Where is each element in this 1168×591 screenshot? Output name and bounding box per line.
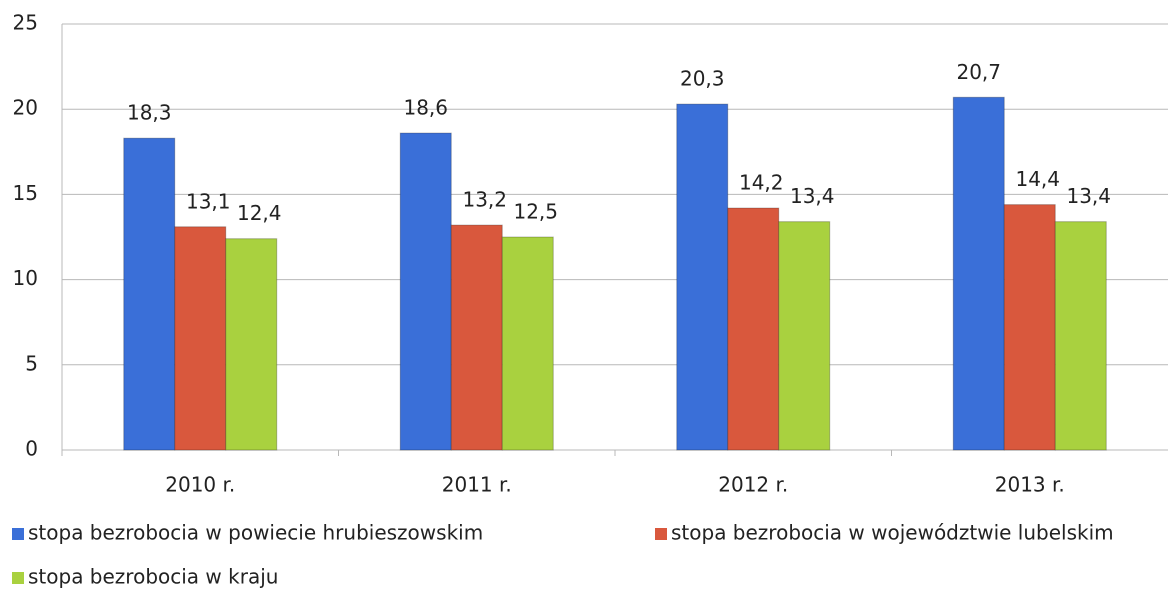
data-label: 18,3 bbox=[127, 101, 172, 125]
y-tick-label: 20 bbox=[13, 96, 38, 120]
x-tick-label: 2012 r. bbox=[718, 473, 788, 497]
bar bbox=[501, 236, 554, 451]
bar bbox=[225, 238, 278, 451]
x-tick-label: 2010 r. bbox=[165, 473, 235, 497]
data-label: 12,5 bbox=[513, 200, 558, 224]
y-tick-label: 15 bbox=[13, 181, 38, 205]
y-tick-label: 25 bbox=[13, 11, 38, 35]
bar bbox=[778, 221, 831, 451]
data-label: 20,3 bbox=[680, 67, 725, 91]
y-tick-label: 10 bbox=[13, 266, 38, 290]
y-tick-label: 5 bbox=[25, 351, 38, 375]
legend-swatch bbox=[12, 572, 24, 584]
legend-label: stopa bezrobocia w powiecie hrubieszowsk… bbox=[28, 521, 483, 545]
y-tick-label: 0 bbox=[25, 437, 38, 461]
data-label: 12,4 bbox=[237, 201, 282, 225]
bar bbox=[952, 96, 1005, 451]
data-label: 13,4 bbox=[1066, 184, 1111, 208]
x-tick-label: 2011 r. bbox=[442, 473, 512, 497]
bar bbox=[1054, 221, 1107, 451]
bar bbox=[399, 132, 452, 451]
legend-swatch bbox=[12, 528, 24, 540]
legend-label: stopa bezrobocia w województwie lubelski… bbox=[671, 521, 1114, 545]
bar bbox=[174, 226, 227, 451]
bar bbox=[123, 137, 176, 451]
bar bbox=[1003, 204, 1056, 451]
data-label: 20,7 bbox=[956, 60, 1001, 84]
bar bbox=[727, 207, 780, 451]
legend-label: stopa bezrobocia w kraju bbox=[28, 565, 278, 589]
x-tick-label: 2013 r. bbox=[995, 473, 1065, 497]
data-label: 13,4 bbox=[790, 184, 835, 208]
data-label: 14,2 bbox=[739, 171, 784, 195]
data-label: 18,6 bbox=[403, 96, 448, 120]
data-label: 13,2 bbox=[462, 188, 507, 212]
data-label: 13,1 bbox=[186, 189, 231, 213]
bar bbox=[450, 224, 503, 451]
data-label: 14,4 bbox=[1015, 167, 1060, 191]
bar bbox=[676, 103, 729, 451]
legend-swatch bbox=[655, 528, 667, 540]
